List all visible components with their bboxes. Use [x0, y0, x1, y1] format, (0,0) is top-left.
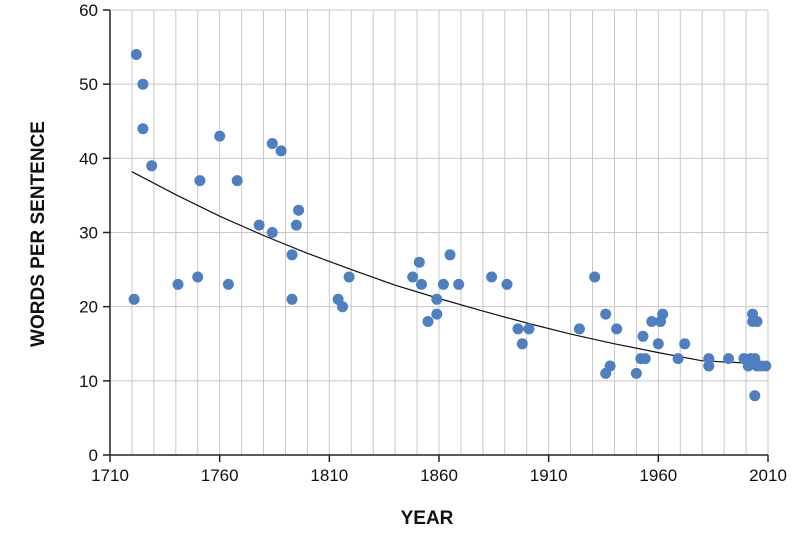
data-point [751, 316, 763, 327]
x-tick-labels: 1710 1760 1810 1860 1910 1960 2010 [91, 466, 787, 485]
y-tick-label: 0 [89, 446, 98, 465]
y-tick-label: 10 [79, 372, 98, 391]
data-point [652, 338, 664, 350]
data-point [337, 301, 348, 313]
data-point [437, 278, 449, 290]
y-tick-label: 40 [79, 149, 98, 168]
data-point [703, 360, 715, 372]
data-point [523, 323, 535, 335]
data-point [130, 49, 142, 60]
data-point [749, 390, 761, 402]
data-point [516, 338, 528, 350]
data-point [343, 271, 355, 283]
x-tick-label: 1910 [530, 466, 568, 485]
data-point [501, 278, 513, 290]
data-point [573, 323, 585, 335]
x-tick-label: 1710 [91, 466, 129, 485]
data-point [760, 360, 772, 372]
data-point [486, 271, 498, 283]
data-point [172, 278, 184, 290]
x-tick-label: 2010 [749, 466, 787, 485]
x-tick-label: 1760 [201, 466, 239, 485]
data-point [422, 316, 434, 327]
axes [103, 9, 769, 462]
data-point [453, 278, 465, 290]
data-point [637, 330, 649, 342]
y-tick-label: 60 [79, 1, 98, 20]
y-tick-label: 50 [79, 75, 98, 94]
data-point [407, 271, 419, 283]
data-point [639, 353, 651, 365]
data-point [431, 308, 443, 320]
data-point [266, 138, 278, 149]
data-points [128, 49, 772, 402]
data-point [431, 293, 443, 305]
y-tick-label: 30 [79, 224, 98, 243]
y-tick-label: 20 [79, 298, 98, 317]
data-point [194, 175, 206, 187]
data-point [723, 353, 734, 365]
data-point [290, 219, 302, 231]
data-point [231, 175, 243, 187]
data-point [286, 249, 298, 261]
data-point [416, 278, 427, 290]
x-axis-title: YEAR [401, 508, 454, 529]
data-point [137, 123, 149, 135]
data-point [600, 308, 612, 320]
y-tick-labels: 0 10 20 30 40 50 60 [79, 1, 98, 465]
data-point [444, 249, 456, 261]
data-point [128, 293, 140, 305]
data-point [275, 145, 287, 157]
grid [110, 9, 769, 455]
x-tick-label: 1810 [310, 466, 348, 485]
data-point [646, 316, 658, 327]
data-point [266, 227, 278, 238]
data-point [137, 78, 149, 90]
data-point [253, 219, 265, 231]
data-point [192, 271, 204, 283]
data-point [222, 278, 234, 290]
x-tick-label: 1860 [420, 466, 458, 485]
data-point [672, 353, 684, 365]
data-point [657, 308, 669, 320]
data-point [293, 204, 305, 216]
data-point [630, 367, 642, 379]
data-point [604, 360, 616, 372]
y-axis-title: WORDS PER SENTENCE [28, 121, 49, 347]
data-point [679, 338, 691, 350]
data-point [413, 256, 425, 268]
data-point [611, 323, 623, 335]
data-point [286, 293, 298, 305]
data-point [589, 271, 601, 283]
x-tick-label: 1960 [639, 466, 677, 485]
data-point [146, 160, 158, 172]
data-point [512, 323, 524, 335]
data-point [214, 130, 226, 142]
